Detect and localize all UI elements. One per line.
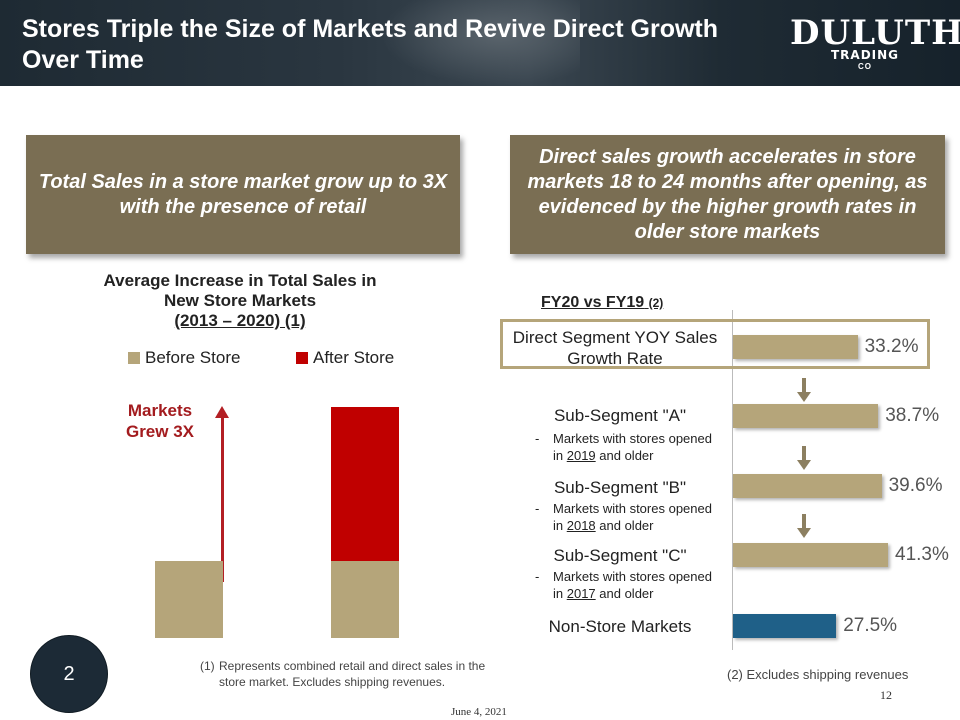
- left-callout-text: Total Sales in a store market grow up to…: [38, 170, 448, 218]
- left-chart-title-line-2: New Store Markets: [163, 291, 317, 310]
- legend-swatch-after: [296, 352, 308, 364]
- down-arrow-head: [797, 460, 811, 470]
- right-footnote: (2) Excludes shipping revenues: [727, 667, 909, 682]
- sub-note-b-year: 2018: [566, 518, 596, 533]
- down-arrow-stem: [802, 446, 806, 462]
- markets-grew-annotation: Markets Grew 3X: [125, 401, 195, 441]
- growth-rate-value-label: 38.7%: [885, 405, 940, 426]
- growth-rate-bar: [733, 335, 858, 359]
- sub-note-a-line-2: in 2019 and older: [553, 447, 735, 464]
- row-label-direct-segment: Direct Segment YOY Sales Growth Rate: [512, 328, 718, 368]
- left-chart-title: Average Increase in Total Sales in New S…: [60, 271, 420, 331]
- right-chart-title-text: FY20 vs FY19: [541, 294, 645, 311]
- down-arrow-icon: [797, 378, 811, 404]
- sub-note-b-dash: -: [535, 501, 540, 516]
- growth-rate-value-label: 39.6%: [888, 475, 943, 496]
- row-label-sub-segment-b: Sub-Segment "B": [553, 478, 687, 497]
- row-label-sub-segment-c: Sub-Segment "C": [553, 546, 687, 565]
- right-callout-box: Direct sales growth accelerates in store…: [510, 135, 945, 254]
- down-arrow-icon: [797, 446, 811, 472]
- sub-note-a: - Markets with stores opened in 2019 and…: [535, 430, 735, 464]
- growth-rate-bar: [733, 614, 837, 638]
- down-arrow-stem: [802, 514, 806, 530]
- sub-note-a-post: and older: [595, 448, 654, 463]
- sub-note-a-year: 2019: [566, 448, 596, 463]
- legend-label-before: Before Store: [145, 348, 241, 367]
- right-chart-axis-line: [732, 310, 733, 650]
- sub-note-c: - Markets with stores opened in 2017 and…: [535, 568, 735, 602]
- logo-line-2: TRADING: [830, 48, 900, 62]
- header-background-texture: [380, 0, 580, 86]
- left-chart-title-line-3: (2013 – 2020) (1): [174, 311, 306, 330]
- sub-note-b-post: and older: [595, 518, 654, 533]
- right-callout-text: Direct sales growth accelerates in store…: [527, 145, 928, 243]
- slide-title: Stores Triple the Size of Markets and Re…: [22, 15, 719, 74]
- left-footnote: (1) Represents combined retail and direc…: [200, 658, 500, 690]
- direct-segment-highlight-box: [500, 319, 930, 369]
- legend-label-after: After Store: [313, 348, 395, 367]
- sub-note-a-line-1: Markets with stores opened: [553, 431, 712, 446]
- logo-line-1: DULUTH: [790, 13, 960, 53]
- section-badge-number: 2: [63, 662, 75, 685]
- logo-line-3: CO: [858, 62, 872, 71]
- growth-rate-value-label: 33.2%: [864, 336, 919, 357]
- sub-note-c-year: 2017: [566, 586, 596, 601]
- legend-swatch-before: [128, 352, 140, 364]
- row-label-sub-segment-a: Sub-Segment "A": [553, 406, 687, 425]
- sub-note-a-pre: in: [553, 448, 567, 463]
- sub-note-c-line-2: in 2017 and older: [553, 585, 735, 602]
- section-badge: 2: [30, 635, 108, 713]
- page-number: 12: [880, 688, 892, 702]
- duluth-trading-logo: DULUTH TRADING CO: [790, 13, 960, 72]
- left-footnote-text: Represents combined retail and direct sa…: [219, 659, 486, 689]
- down-arrow-head: [797, 392, 811, 402]
- bar-after-store: [331, 407, 399, 561]
- left-chart-title-line-1: Average Increase in Total Sales in: [103, 271, 377, 290]
- growth-rate-bar: [733, 404, 879, 428]
- sub-note-a-dash: -: [535, 431, 540, 446]
- right-chart-title: FY20 vs FY19 (2): [541, 294, 663, 312]
- sub-note-c-dash: -: [535, 569, 540, 584]
- legend-before-store: Before Store: [128, 348, 240, 368]
- sub-note-c-line-1: Markets with stores opened: [553, 569, 712, 584]
- growth-rate-value-label: 27.5%: [843, 615, 898, 636]
- bar-before-store: [331, 561, 399, 638]
- header-banner: Stores Triple the Size of Markets and Re…: [0, 0, 960, 86]
- growth-arrow-head-icon: [215, 406, 229, 418]
- growth-rate-bar: [733, 543, 888, 567]
- down-arrow-icon: [797, 514, 811, 540]
- legend-after-store: After Store: [296, 348, 394, 368]
- sub-note-c-pre: in: [553, 586, 567, 601]
- down-arrow-head: [797, 528, 811, 538]
- sub-note-c-post: and older: [595, 586, 654, 601]
- sub-note-b-pre: in: [553, 518, 567, 533]
- sub-note-b-line-1: Markets with stores opened: [553, 501, 712, 516]
- down-arrow-stem: [802, 378, 806, 394]
- left-callout-box: Total Sales in a store market grow up to…: [26, 135, 460, 254]
- presentation-date: June 4, 2021: [451, 706, 507, 718]
- bar-before-store: [155, 561, 223, 638]
- right-chart-title-note: (2): [648, 296, 664, 310]
- growth-rate-bar: [733, 474, 882, 498]
- sub-note-b-line-2: in 2018 and older: [553, 517, 735, 534]
- growth-arrow-line: [221, 416, 224, 582]
- growth-rate-value-label: 41.3%: [895, 544, 949, 565]
- left-footnote-number: (1): [200, 659, 215, 673]
- sub-note-b: - Markets with stores opened in 2018 and…: [535, 500, 735, 534]
- row-label-non-store: Non-Store Markets: [548, 617, 692, 636]
